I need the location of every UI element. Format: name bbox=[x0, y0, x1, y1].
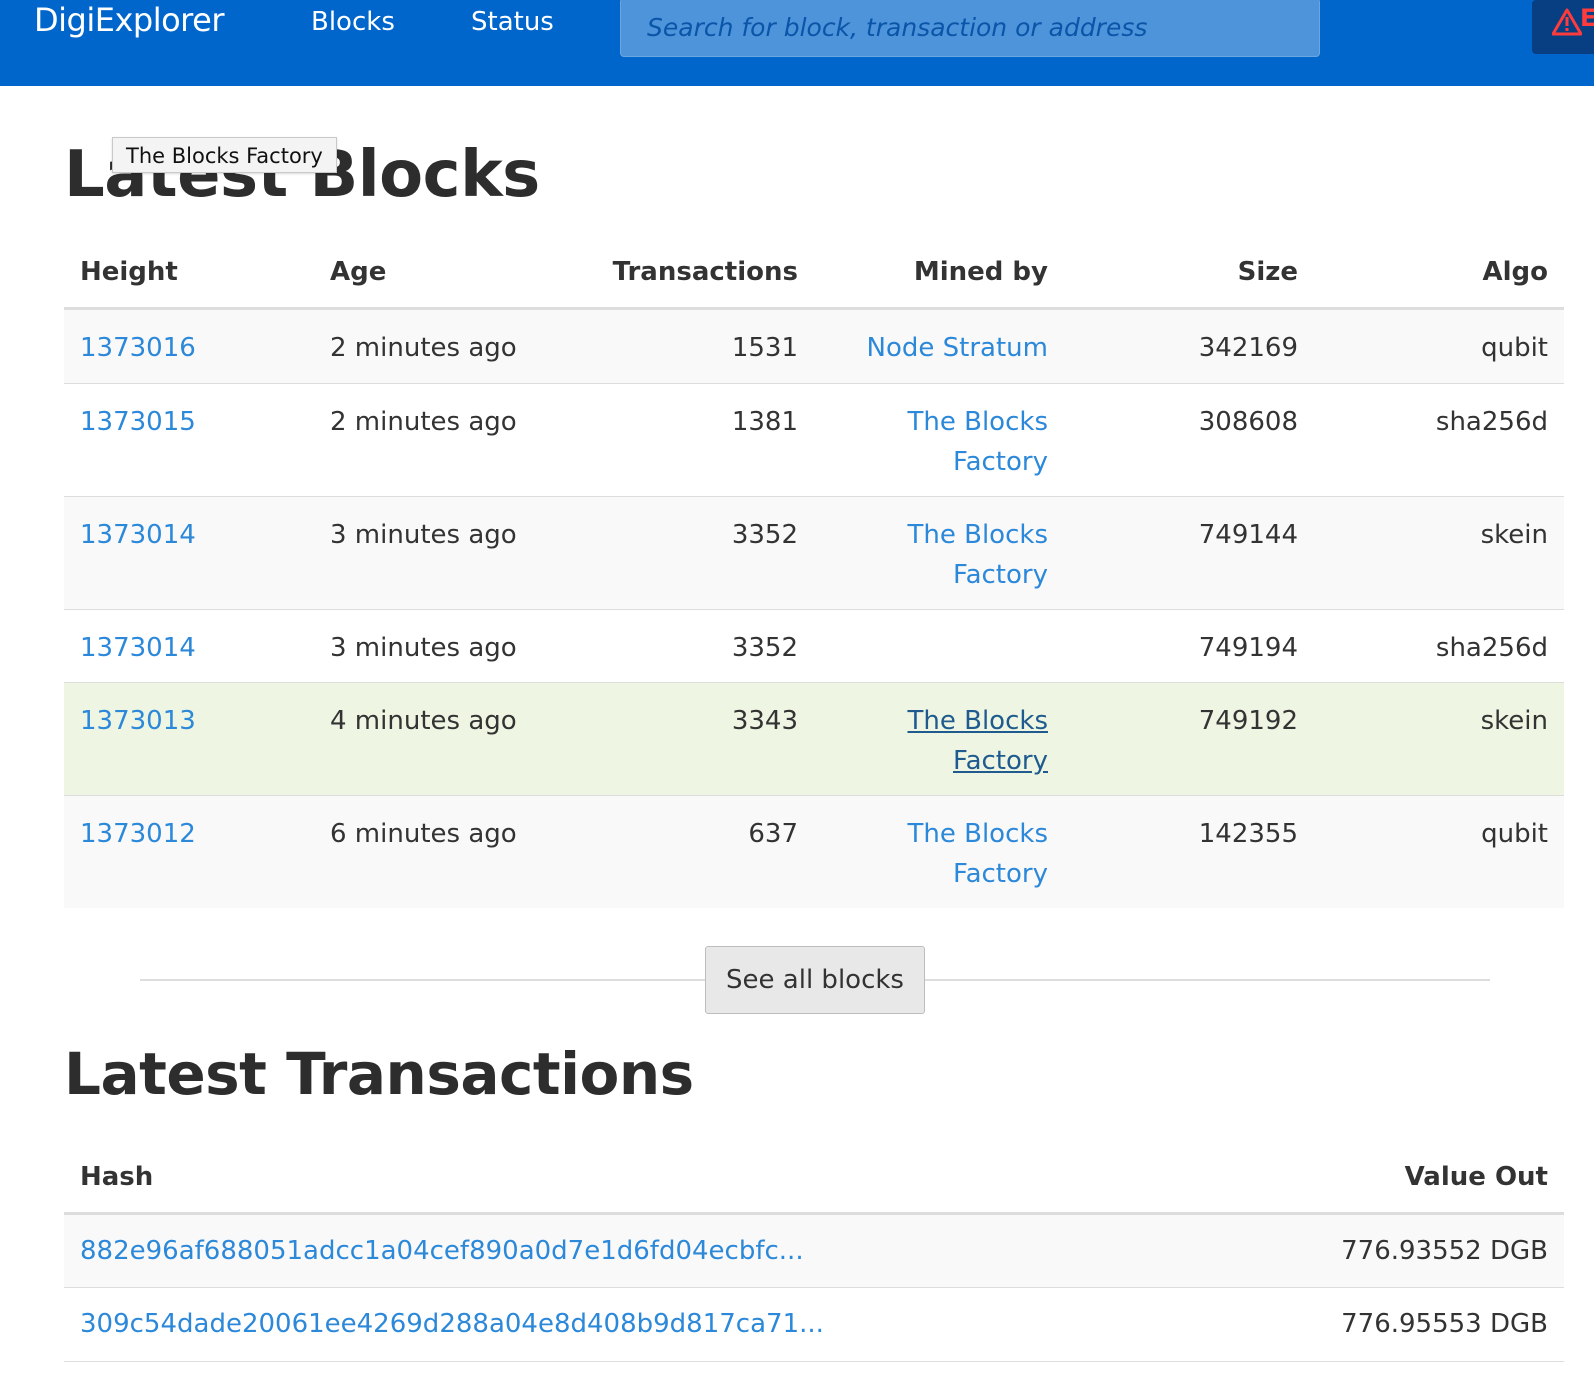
block-age: 6 minutes ago bbox=[330, 819, 517, 849]
alert-button[interactable]: E bbox=[1532, 0, 1594, 54]
block-age: 2 minutes ago bbox=[330, 407, 517, 437]
search-input[interactable] bbox=[620, 0, 1320, 57]
col-mined-by: Mined by bbox=[814, 237, 1064, 310]
table-row: 1373014 3 minutes ago 3352 The Blocks Fa… bbox=[64, 496, 1564, 610]
miner-link[interactable]: The Blocks Factory bbox=[907, 407, 1049, 477]
block-algo: qubit bbox=[1481, 333, 1548, 363]
block-transactions: 3343 bbox=[731, 706, 798, 736]
see-all-blocks-button[interactable]: See all blocks bbox=[705, 946, 925, 1014]
tx-hash-link[interactable]: 309c54dade20061ee4269d288a04e8d408b9d817… bbox=[80, 1309, 824, 1339]
block-age: 3 minutes ago bbox=[330, 520, 517, 550]
miner-link[interactable]: The Blocks Factory bbox=[907, 520, 1049, 590]
block-height-link[interactable]: 1373014 bbox=[80, 633, 196, 663]
block-height-link[interactable]: 1373016 bbox=[80, 333, 196, 363]
alert-label: E bbox=[1580, 4, 1594, 32]
block-algo: qubit bbox=[1481, 819, 1548, 849]
col-age: Age bbox=[314, 237, 564, 310]
latest-blocks-table: Height Age Transactions Mined by Size Al… bbox=[64, 237, 1564, 908]
warning-icon bbox=[1552, 8, 1582, 36]
mined-by-tooltip: The Blocks Factory bbox=[112, 137, 337, 173]
miner-link[interactable]: Node Stratum bbox=[866, 333, 1048, 363]
table-row: 1373012 6 minutes ago 637 The Blocks Fac… bbox=[64, 795, 1564, 908]
block-height-link[interactable]: 1373012 bbox=[80, 819, 196, 849]
col-transactions: Transactions bbox=[564, 237, 814, 310]
tx-value-out: 776.95553 DGB bbox=[1341, 1309, 1548, 1339]
latest-transactions-table: Hash Value Out 882e96af688051adcc1a04cef… bbox=[64, 1142, 1564, 1362]
table-header-row: Height Age Transactions Mined by Size Al… bbox=[64, 237, 1564, 310]
block-algo: skein bbox=[1480, 520, 1548, 550]
block-algo: skein bbox=[1480, 706, 1548, 736]
block-size: 749194 bbox=[1198, 633, 1298, 663]
miner-link-hovered[interactable]: The Blocks Factory bbox=[907, 706, 1049, 776]
table-row: 1373015 2 minutes ago 1381 The Blocks Fa… bbox=[64, 383, 1564, 497]
table-row: 1373014 3 minutes ago 3352 749194 sha256… bbox=[64, 609, 1564, 683]
block-transactions: 3352 bbox=[731, 633, 798, 663]
block-transactions: 637 bbox=[748, 819, 798, 849]
tx-hash-link[interactable]: 882e96af688051adcc1a04cef890a0d7e1d6fd04… bbox=[80, 1236, 804, 1266]
block-transactions: 1381 bbox=[731, 407, 798, 437]
block-size: 749144 bbox=[1198, 520, 1298, 550]
navbar: DigiExplorer Blocks Status E bbox=[0, 0, 1594, 86]
table-row: 1373016 2 minutes ago 1531 Node Stratum … bbox=[64, 308, 1564, 384]
block-height-link[interactable]: 1373013 bbox=[80, 706, 196, 736]
nav-link-blocks[interactable]: Blocks bbox=[311, 7, 395, 37]
block-algo: sha256d bbox=[1435, 407, 1548, 437]
tx-value-out: 776.93552 DGB bbox=[1341, 1236, 1548, 1266]
block-age: 2 minutes ago bbox=[330, 333, 517, 363]
table-row-hovered: 1373013 4 minutes ago 3343 The Blocks Fa… bbox=[64, 682, 1564, 796]
miner-link[interactable]: The Blocks Factory bbox=[907, 819, 1049, 889]
block-height-link[interactable]: 1373014 bbox=[80, 520, 196, 550]
col-algo: Algo bbox=[1314, 237, 1564, 310]
col-height: Height bbox=[64, 237, 314, 310]
table-header-row: Hash Value Out bbox=[64, 1142, 1564, 1215]
block-transactions: 1531 bbox=[731, 333, 798, 363]
block-age: 3 minutes ago bbox=[330, 633, 517, 663]
latest-transactions-title: Latest Transactions bbox=[64, 1040, 694, 1108]
block-size: 749192 bbox=[1198, 706, 1298, 736]
col-value-out: Value Out bbox=[1210, 1142, 1564, 1215]
table-row: 882e96af688051adcc1a04cef890a0d7e1d6fd04… bbox=[64, 1213, 1564, 1288]
col-size: Size bbox=[1064, 237, 1314, 310]
block-transactions: 3352 bbox=[731, 520, 798, 550]
block-algo: sha256d bbox=[1435, 633, 1548, 663]
block-age: 4 minutes ago bbox=[330, 706, 517, 736]
block-height-link[interactable]: 1373015 bbox=[80, 407, 196, 437]
block-size: 342169 bbox=[1198, 333, 1298, 363]
nav-link-status[interactable]: Status bbox=[471, 7, 554, 37]
brand-logo[interactable]: DigiExplorer bbox=[34, 1, 224, 39]
table-row: 309c54dade20061ee4269d288a04e8d408b9d817… bbox=[64, 1287, 1564, 1362]
block-size: 142355 bbox=[1198, 819, 1298, 849]
block-size: 308608 bbox=[1198, 407, 1298, 437]
col-hash: Hash bbox=[64, 1142, 1211, 1215]
